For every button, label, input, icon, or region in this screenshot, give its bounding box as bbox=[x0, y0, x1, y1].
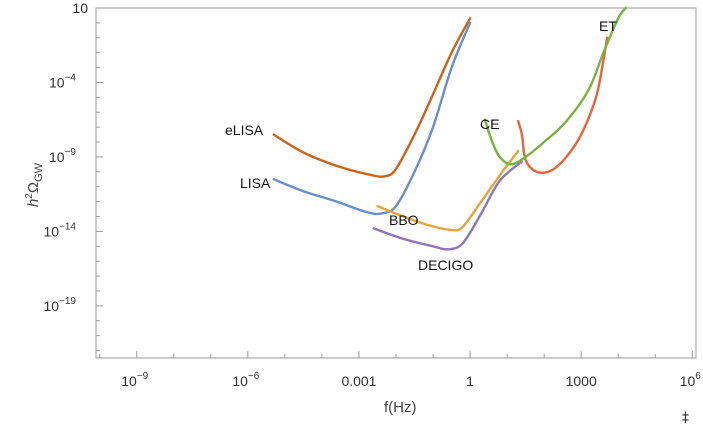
x-tick-label-0-exp: −9 bbox=[137, 371, 149, 382]
x-tick-label-1: 10−6 bbox=[232, 371, 259, 389]
y-axis-h: h bbox=[25, 199, 42, 207]
y-tick-label-4-base: 10 bbox=[43, 298, 59, 314]
label-ce: CE bbox=[480, 116, 499, 132]
y-axis-title: h2ΩGW bbox=[24, 162, 45, 207]
y-tick-label-2-exp: −9 bbox=[65, 147, 77, 158]
x-tick-label-1-base: 10 bbox=[232, 373, 248, 389]
curve-labels: eLISA LISA BBO DECIGO CE ET bbox=[225, 18, 617, 273]
x-tick-label-5: 106 bbox=[680, 371, 702, 389]
y-tick-label-3: 10−14 bbox=[43, 221, 76, 239]
curves bbox=[272, 6, 627, 251]
curve-elisa bbox=[272, 17, 472, 178]
y-tick-label-4: 10−19 bbox=[43, 296, 76, 314]
label-decigo: DECIGO bbox=[418, 257, 473, 273]
label-elisa: eLISA bbox=[225, 122, 264, 138]
x-tick-label-0-base: 10 bbox=[121, 373, 137, 389]
y-tick-label-3-base: 10 bbox=[43, 223, 59, 239]
plot-frame bbox=[95, 7, 697, 359]
y-tick-label-3-exp: −14 bbox=[59, 221, 76, 232]
y-tick-label-4-exp: −19 bbox=[59, 296, 76, 307]
curve-ce bbox=[517, 36, 609, 174]
x-tick-label-3: 1 bbox=[466, 373, 474, 389]
y-axis-sub: GW bbox=[33, 162, 45, 182]
label-lisa: LISA bbox=[240, 175, 271, 191]
y-axis-sup: 2 bbox=[24, 193, 35, 199]
axis-ticks: 10−9 10−6 0.001 1 1000 1061010−410−910−1410−1… bbox=[43, 0, 701, 389]
y-tick-label-0: 10 bbox=[72, 0, 88, 16]
x-axis-title: f(Hz) bbox=[384, 399, 417, 416]
y-tick-label-1: 10−4 bbox=[49, 72, 76, 90]
y-tick-label-2-base: 10 bbox=[49, 149, 65, 165]
label-et: ET bbox=[599, 18, 617, 34]
y-tick-label-0-base: 10 bbox=[72, 0, 88, 16]
corner-mark: ‡ bbox=[682, 410, 689, 426]
curve-lisa bbox=[272, 21, 472, 216]
x-tick-label-3-base: 1 bbox=[466, 373, 474, 389]
x-tick-label-5-base: 10 bbox=[680, 373, 696, 389]
x-tick-label-2-base: 0.001 bbox=[341, 373, 376, 389]
x-tick-label-4: 1000 bbox=[566, 373, 597, 389]
curve-bbo bbox=[376, 149, 520, 232]
y-tick-label-1-base: 10 bbox=[49, 74, 65, 90]
curve-decigo bbox=[372, 160, 524, 251]
x-tick-label-4-base: 1000 bbox=[566, 373, 597, 389]
y-tick-label-1-exp: −4 bbox=[65, 72, 77, 83]
x-tick-label-2: 0.001 bbox=[341, 373, 376, 389]
y-axis-omega: Ω bbox=[25, 182, 42, 193]
curve-et bbox=[483, 6, 627, 166]
x-tick-label-1-exp: −6 bbox=[248, 371, 260, 382]
x-tick-label-0: 10−9 bbox=[121, 371, 148, 389]
label-bbo: BBO bbox=[389, 212, 419, 228]
y-tick-label-2: 10−9 bbox=[49, 147, 76, 165]
x-tick-label-5-exp: 6 bbox=[695, 371, 701, 382]
